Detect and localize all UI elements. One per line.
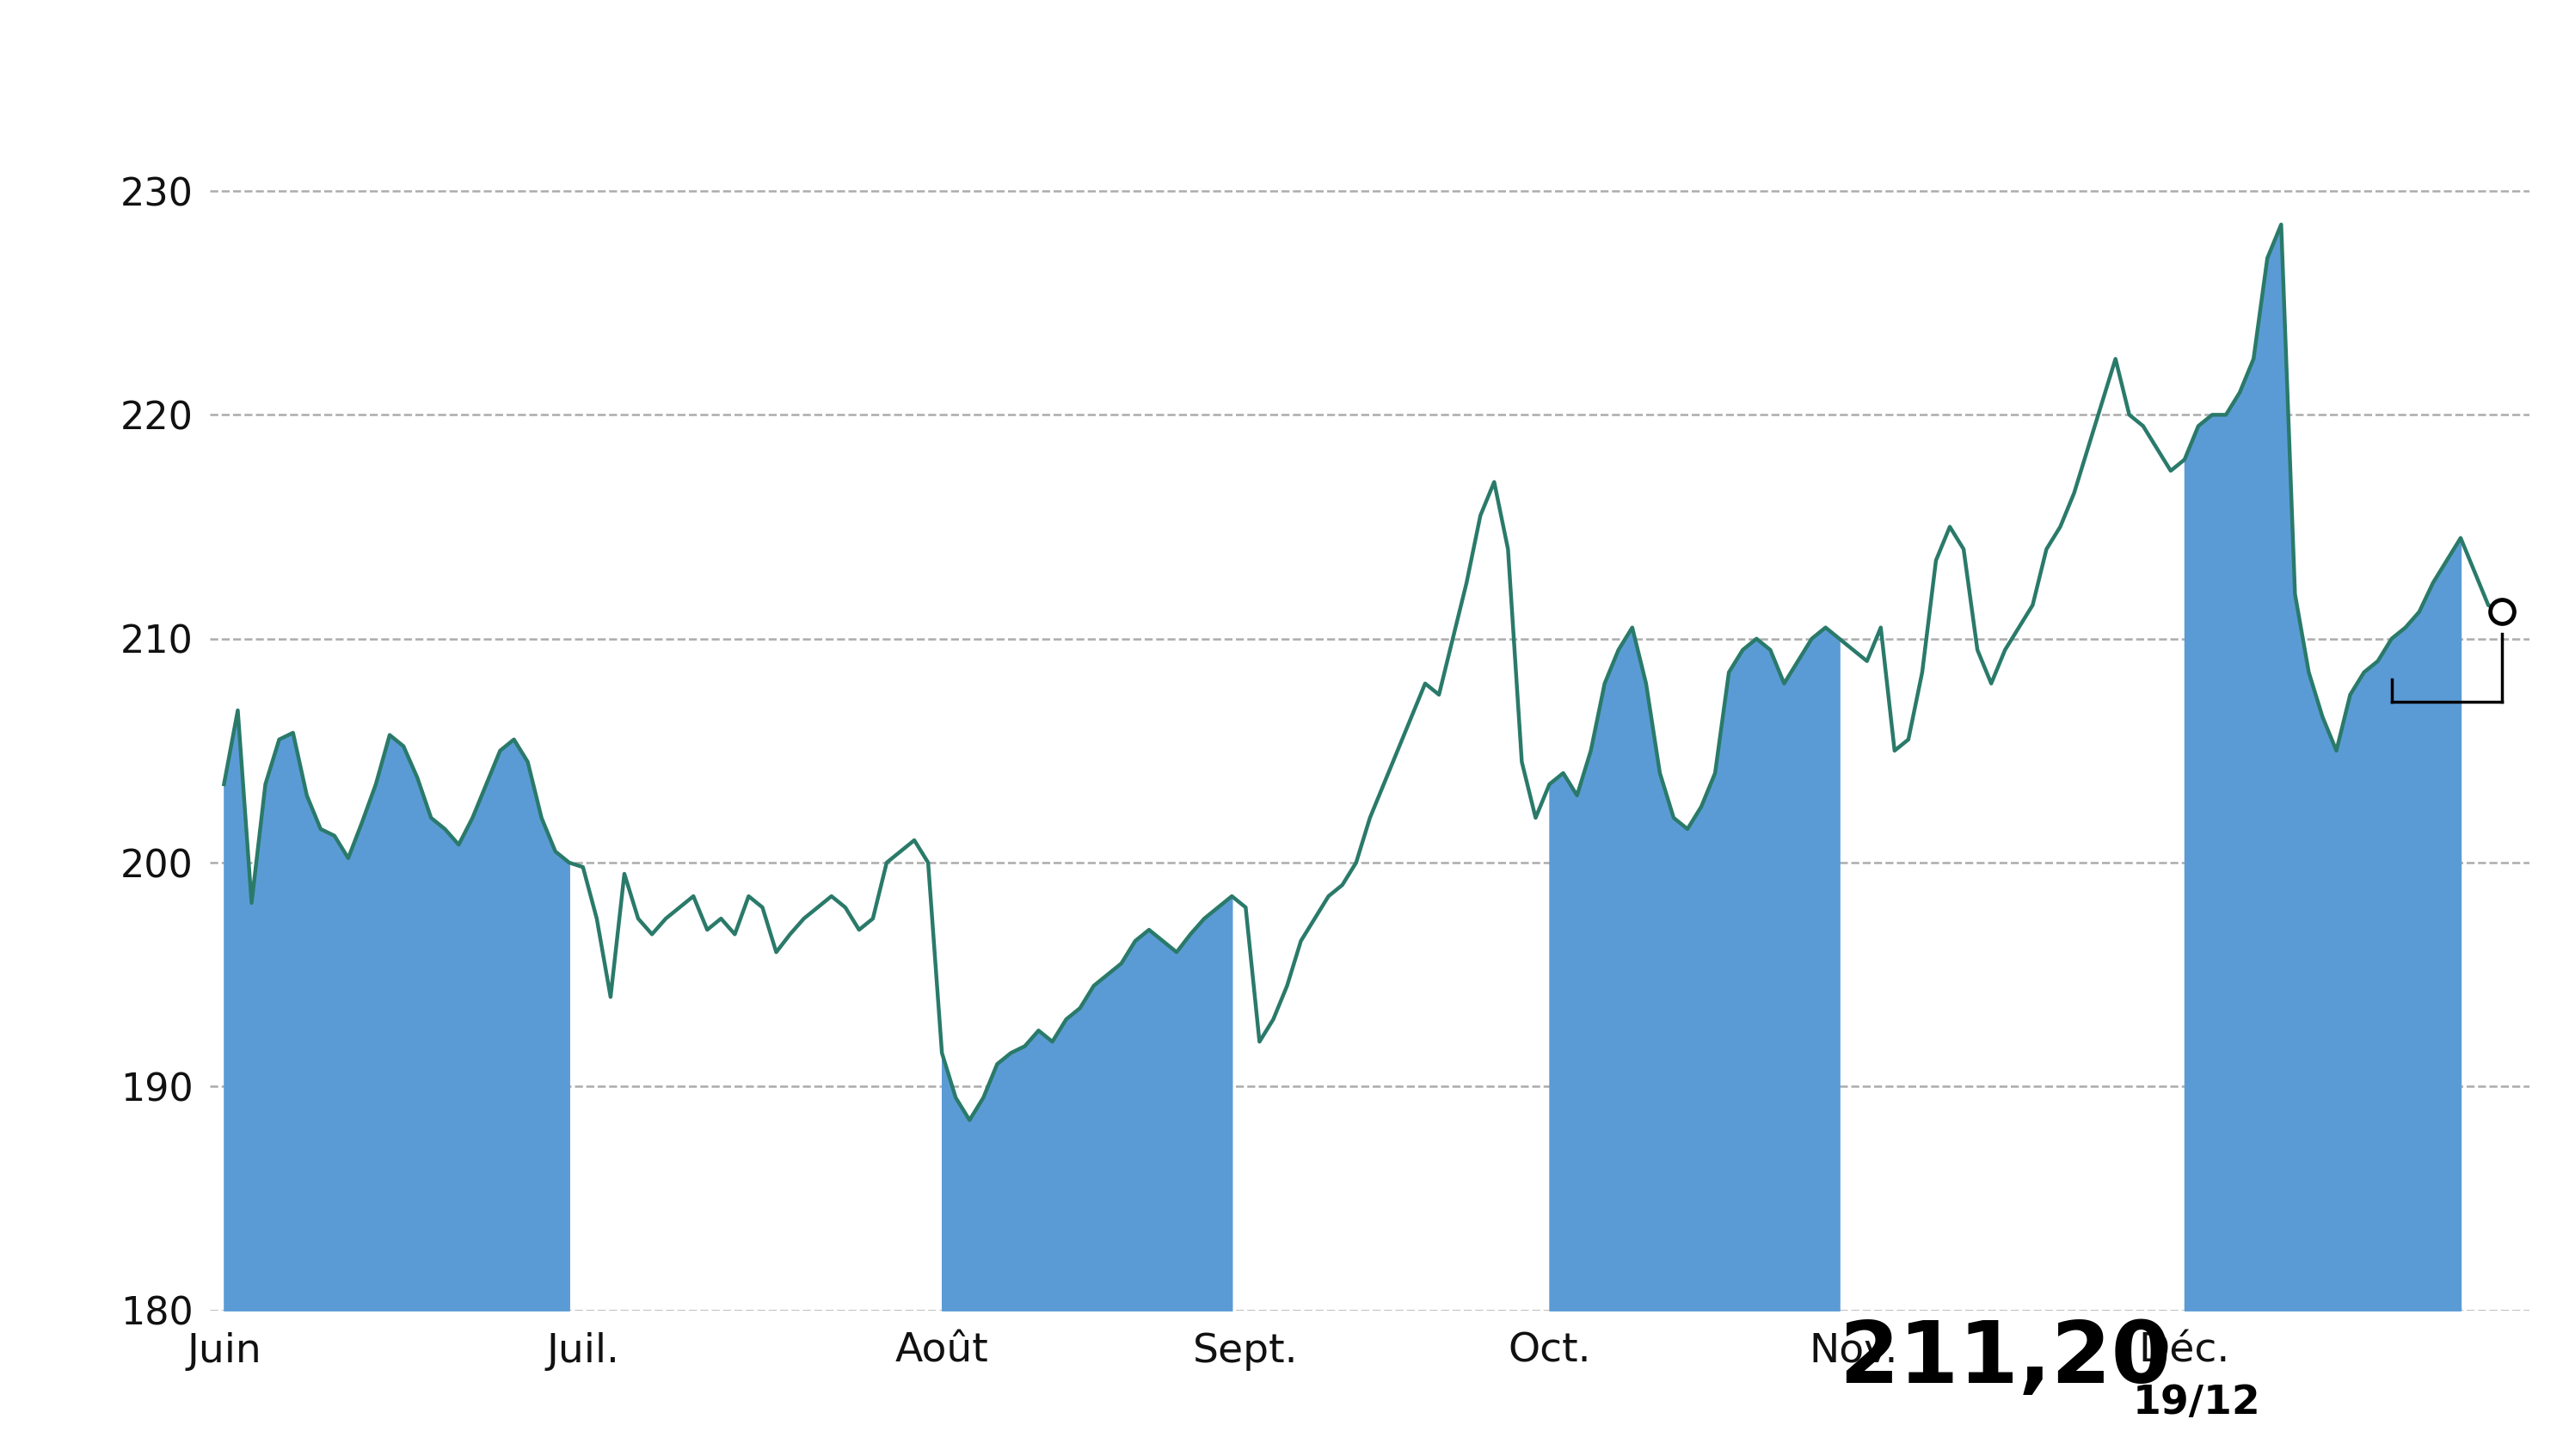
Text: SAFRAN: SAFRAN bbox=[1064, 6, 1499, 99]
Text: 211,20: 211,20 bbox=[1838, 1318, 2171, 1401]
Text: 19/12: 19/12 bbox=[2132, 1383, 2261, 1423]
